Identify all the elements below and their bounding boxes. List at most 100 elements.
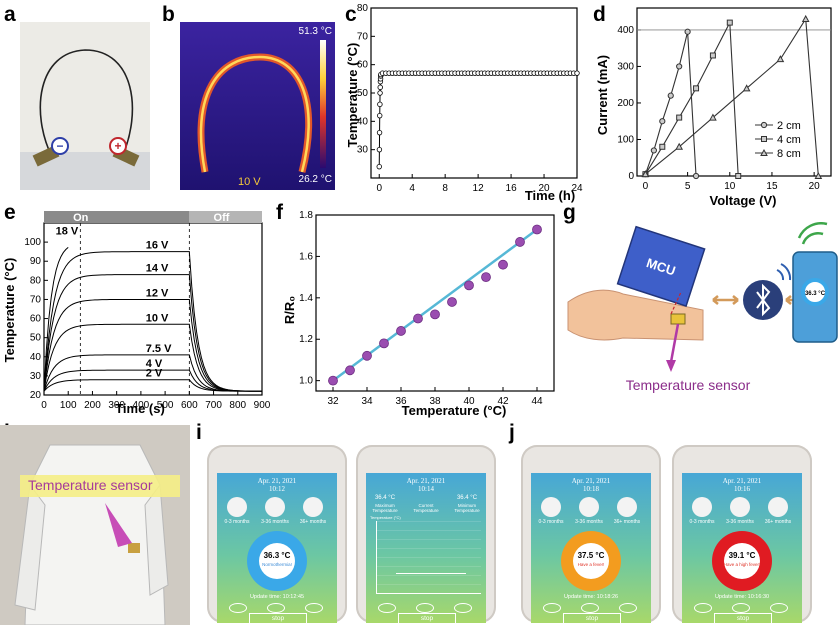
legend-marker: [760, 121, 768, 129]
chart-c-point: [377, 90, 383, 96]
chart-c: 0 4 8 12 16 20 24 30 40 50 60 70 80 Time (h) Tempera…: [345, 3, 583, 203]
chart-e-xtick: 500: [157, 400, 174, 411]
time-text: 10:12: [269, 485, 285, 493]
chart-d-point: [676, 114, 683, 121]
chart-c-xtick: 16: [506, 183, 518, 194]
age-category-icon[interactable]: [541, 497, 561, 517]
stop-button[interactable]: stop: [563, 613, 621, 623]
chart-d-point: [667, 92, 674, 99]
panel-label-c: c: [345, 3, 357, 26]
sensor-label-h: Temperature sensor: [28, 477, 153, 493]
chart-f-point: [447, 297, 457, 307]
chart-e-ytick: 90: [30, 256, 42, 267]
stop-button[interactable]: stop: [398, 613, 456, 623]
nav-icon[interactable]: [543, 603, 561, 613]
min-temperature-label: Minimum Temperature: [454, 503, 480, 513]
chart-d-point: [776, 55, 785, 63]
chart-e-series-line: [43, 247, 69, 392]
nav-icon[interactable]: [694, 603, 712, 613]
nav-icon[interactable]: [732, 603, 750, 613]
chart-d-ytick: 0: [628, 171, 634, 182]
panel-label-f: f: [276, 201, 283, 224]
chart-e-ytick: 60: [30, 314, 42, 325]
chart-e-xtick: 300: [108, 400, 125, 411]
stop-button[interactable]: stop: [249, 613, 307, 623]
time-text: 10:18: [583, 485, 599, 493]
phone-screen: Apr. 21, 2021 10:12 0-3 months 3-36 months 3…: [217, 473, 337, 623]
panel-label-j: j: [509, 421, 515, 444]
chart-e-xtick: 900: [254, 400, 271, 411]
chart-e-series-label: 7.5 V: [146, 343, 172, 355]
chart-c-ytick: 30: [357, 145, 369, 156]
chart-f-xtick: 34: [361, 396, 373, 407]
chart-d-xtick: 5: [685, 181, 691, 192]
left-double-arrow-icon: [712, 295, 739, 305]
nav-icon[interactable]: [770, 603, 788, 613]
voltage-label: 10 V: [238, 176, 261, 188]
nav-icon[interactable]: [378, 603, 396, 613]
current-temperature-label: Current Temperature: [413, 503, 439, 513]
age-category-icon[interactable]: [265, 497, 285, 517]
stop-button[interactable]: stop: [714, 613, 772, 623]
nav-icon[interactable]: [229, 603, 247, 613]
chart-e-xtick: 0: [41, 400, 47, 411]
chart-f-ytick: 1.0: [299, 376, 313, 387]
sensor-label: Temperature sensor: [626, 377, 751, 393]
temperature-ring-center: [724, 543, 760, 579]
age-category-icon[interactable]: [579, 497, 599, 517]
nav-icon[interactable]: [416, 603, 434, 613]
age-category-label: 36+ months: [613, 519, 641, 525]
nav-icon[interactable]: [619, 603, 637, 613]
age-category-icon[interactable]: [303, 497, 323, 517]
minus-terminal-icon: [51, 137, 69, 155]
chart-e-ytick: 70: [30, 294, 42, 305]
nav-icon[interactable]: [305, 603, 323, 613]
chart-e-xlabel: Time (s): [115, 401, 165, 416]
temperature-ring-center: [259, 543, 295, 579]
age-category-icon[interactable]: [692, 497, 712, 517]
temperature-scale-bar: [320, 40, 326, 168]
age-category-icon[interactable]: [617, 497, 637, 517]
chart-e-xtick: 800: [229, 400, 246, 411]
nav-icon[interactable]: [267, 603, 285, 613]
age-category-icon[interactable]: [768, 497, 788, 517]
chart-f-point: [328, 375, 338, 386]
age-category-label: 0-3 months: [538, 519, 564, 525]
chart-f-point: [379, 338, 389, 349]
nav-icon[interactable]: [581, 603, 599, 613]
temperature-history-line: [396, 573, 466, 574]
chart-c-point: [377, 112, 383, 119]
chart-c-ylabel: Temperature (°C): [345, 43, 360, 148]
arm-illustration: [567, 289, 704, 341]
min-temperature-value: 36.4 °C: [456, 495, 478, 501]
chart-f-xtick: 44: [531, 396, 543, 407]
smartphone-1: Apr. 21, 2021 10:12 0-3 months 3-36 months 3…: [207, 445, 347, 623]
photo-lab-coat: Temperature sensor: [0, 425, 190, 625]
chart-e-ylabel: Temperature (°C): [2, 258, 17, 363]
hot-wire-core: [199, 55, 310, 173]
chart-d-legend-entry: 8 cm: [777, 148, 801, 160]
chart-c-point: [376, 146, 383, 153]
chart-f-point: [345, 365, 355, 376]
thermal-drawing: 51.3 °C 26.2 °C 10 V: [180, 22, 335, 190]
age-category-label: 36+ months: [764, 519, 792, 525]
chart-d-point: [726, 19, 733, 26]
chart-d-xtick: 10: [724, 181, 736, 192]
chart-d-xlabel: Voltage (V): [710, 193, 777, 208]
chart-f-ylabel: R/R₀: [282, 296, 297, 324]
heater-wire-drawing: − +: [20, 49, 150, 190]
mcu-chip-icon: [616, 225, 706, 307]
age-category-icon[interactable]: [227, 497, 247, 517]
off-band: [189, 211, 262, 223]
chart-d-point: [693, 85, 700, 92]
phone-screen: Apr. 21, 2021 10:14 36.4 °C Maximum Tempera…: [366, 473, 486, 623]
smartphone-2: Apr. 21, 2021 10:14 36.4 °C Maximum Tempera…: [356, 445, 496, 623]
chart-f-xtick: 36: [395, 396, 407, 407]
age-category-label: 3-36 months: [261, 519, 289, 525]
age-category-icon[interactable]: [730, 497, 750, 517]
chart-c-point: [376, 129, 383, 136]
nav-icon[interactable]: [454, 603, 472, 613]
chart-e-xtick: 700: [205, 400, 222, 411]
chart-f-point: [532, 224, 542, 235]
max-temperature-label: Maximum Temperature: [372, 503, 398, 513]
